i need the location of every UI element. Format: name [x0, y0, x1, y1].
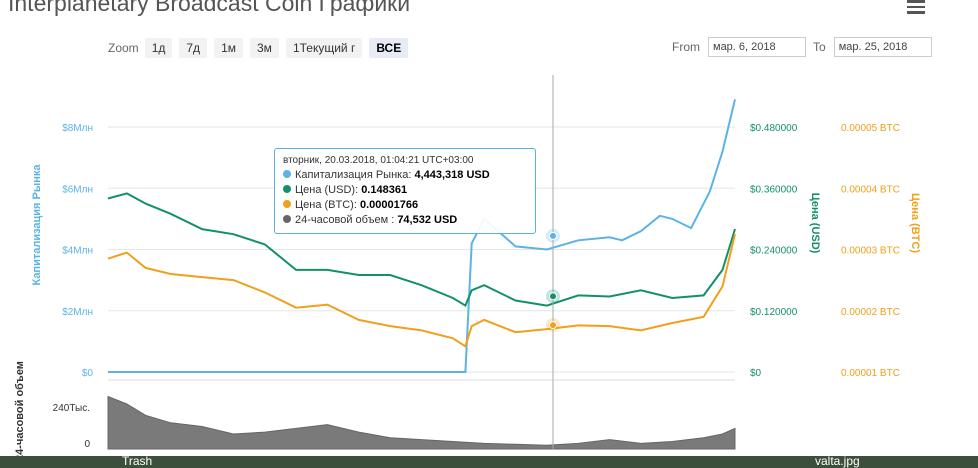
taskbar-item[interactable]: Trash — [122, 456, 153, 468]
hover-marker — [549, 231, 557, 240]
tooltip-label: Капитализация Рынка — [295, 169, 409, 181]
tooltip-value: 74,532 USD — [397, 214, 458, 226]
zoom-ytd-button[interactable]: 1Текущий г — [285, 38, 363, 58]
series-line-price-btc — [107, 233, 736, 348]
tick-label: $4Млн — [62, 246, 93, 257]
market-cap-dot-icon — [283, 170, 291, 178]
tooltip-label: Цена (BTC) — [295, 199, 354, 211]
axis-title: 24-часовой объем — [14, 361, 26, 461]
from-date-input[interactable] — [708, 37, 806, 57]
series-line-price-usd — [107, 192, 736, 308]
hover-marker — [549, 292, 557, 301]
tick-label: 0.00005 BTC — [841, 123, 900, 134]
range-from: From — [672, 37, 806, 57]
tick-label: $0 — [750, 368, 762, 379]
price-btc-dot-icon — [283, 200, 291, 208]
zoom-bar: Zoom 1д 7д 1м 3м 1Текущий г ВСЕ — [108, 37, 415, 59]
tooltip-value: 4,443,318 USD — [414, 169, 490, 181]
chart-tooltip: вторник, 20.03.2018, 01:04:21 UTC+03:00 … — [274, 148, 536, 234]
tick-label: $0.240000 — [750, 246, 798, 257]
tick-label: 0 — [84, 439, 90, 450]
tooltip-label: 24-часовой объем — [295, 214, 389, 226]
tick-label: 0.00003 BTC — [841, 246, 900, 257]
tooltip-header: вторник, 20.03.2018, 01:04:21 UTC+03:00 — [283, 155, 474, 166]
axis-title: Цена (USD) — [809, 193, 821, 254]
tooltip-row-price-usd: Цена (USD): 0.148361 — [283, 183, 527, 198]
series-line-market-cap — [108, 99, 736, 373]
axis-title: Капитализация Рынка — [31, 164, 43, 286]
taskbar-item[interactable]: valta.jpg — [815, 456, 860, 468]
tick-label: $0.480000 — [750, 123, 798, 134]
zoom-all-button[interactable]: ВСЕ — [369, 38, 409, 58]
price-usd-dot-icon — [283, 185, 291, 193]
tooltip-row-volume: 24-часовой объем : 74,532 USD — [283, 213, 527, 228]
volume-dot-icon — [283, 215, 291, 223]
range-to: To — [813, 37, 932, 57]
hover-marker — [549, 321, 557, 330]
zoom-1d-button[interactable]: 1д — [144, 38, 173, 58]
tooltip-value: 0.148361 — [361, 184, 408, 196]
axis-title: Цена (BTC) — [909, 193, 921, 253]
zoom-label: Zoom — [108, 41, 139, 55]
zoom-7d-button[interactable]: 7д — [179, 38, 208, 58]
page-title: Interplanetary Broadcast Coin Графики — [8, 0, 411, 16]
zoom-3m-button[interactable]: 3м — [250, 38, 279, 58]
series-volume-area — [107, 395, 736, 450]
tooltip-row-market-cap: Капитализация Рынка: 4,443,318 USD — [283, 168, 527, 183]
tick-label: $0 — [82, 368, 94, 379]
to-date-input[interactable] — [833, 37, 932, 57]
tooltip-value: 0.00001766 — [359, 199, 419, 211]
tooltip-label: Цена (USD) — [295, 184, 356, 196]
tick-label: 0.00002 BTC — [841, 307, 900, 318]
tick-label: $8Млн — [62, 123, 93, 134]
to-label: To — [813, 40, 826, 54]
hamburger-icon[interactable] — [907, 0, 925, 14]
zoom-1m-button[interactable]: 1м — [214, 38, 243, 58]
tick-label: 0.00004 BTC — [841, 184, 900, 195]
tick-label: 240Тыс. — [53, 403, 90, 414]
tick-label: 0.00001 BTC — [841, 368, 900, 379]
from-label: From — [672, 40, 700, 54]
tick-label: $0.120000 — [750, 307, 798, 318]
tick-label: $0.360000 — [750, 184, 798, 195]
taskbar: Trash valta.jpg — [0, 456, 978, 468]
tick-label: $2Млн — [62, 307, 93, 318]
tooltip-row-price-btc: Цена (BTC): 0.00001766 — [283, 198, 527, 213]
tick-label: $6Млн — [62, 184, 93, 195]
